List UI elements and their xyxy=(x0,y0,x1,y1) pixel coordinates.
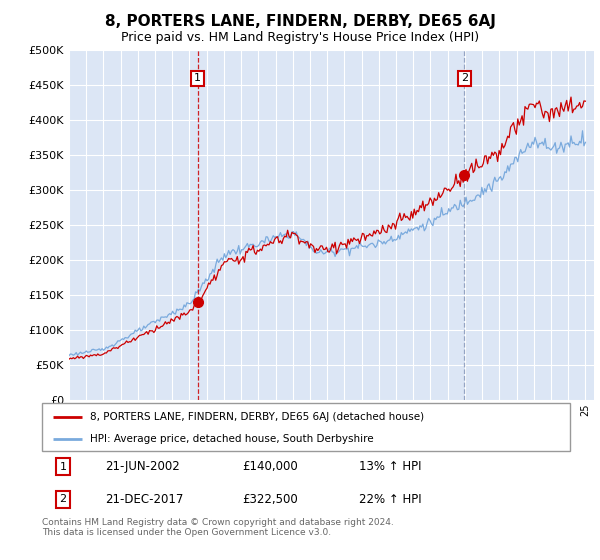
Text: 1: 1 xyxy=(194,73,201,83)
Text: 21-JUN-2002: 21-JUN-2002 xyxy=(106,460,180,473)
Text: 8, PORTERS LANE, FINDERN, DERBY, DE65 6AJ (detached house): 8, PORTERS LANE, FINDERN, DERBY, DE65 6A… xyxy=(89,412,424,422)
Text: 1: 1 xyxy=(59,461,67,472)
Text: 13% ↑ HPI: 13% ↑ HPI xyxy=(359,460,421,473)
Text: £140,000: £140,000 xyxy=(242,460,298,473)
Text: Contains HM Land Registry data © Crown copyright and database right 2024.
This d: Contains HM Land Registry data © Crown c… xyxy=(42,518,394,538)
Text: 21-DEC-2017: 21-DEC-2017 xyxy=(106,493,184,506)
Text: £322,500: £322,500 xyxy=(242,493,298,506)
Text: HPI: Average price, detached house, South Derbyshire: HPI: Average price, detached house, Sout… xyxy=(89,434,373,444)
Text: 8, PORTERS LANE, FINDERN, DERBY, DE65 6AJ: 8, PORTERS LANE, FINDERN, DERBY, DE65 6A… xyxy=(104,14,496,29)
Text: 22% ↑ HPI: 22% ↑ HPI xyxy=(359,493,421,506)
Text: 2: 2 xyxy=(461,73,468,83)
Text: 2: 2 xyxy=(59,494,67,505)
Text: Price paid vs. HM Land Registry's House Price Index (HPI): Price paid vs. HM Land Registry's House … xyxy=(121,31,479,44)
